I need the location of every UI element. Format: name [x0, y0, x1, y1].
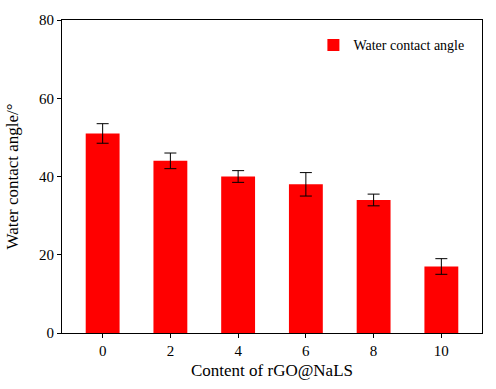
svg-text:80: 80: [39, 12, 54, 28]
svg-text:8: 8: [370, 343, 378, 359]
svg-text:60: 60: [39, 91, 54, 107]
svg-text:20: 20: [39, 247, 54, 263]
svg-text:6: 6: [302, 343, 310, 359]
svg-text:0: 0: [47, 325, 55, 341]
svg-text:40: 40: [39, 169, 54, 185]
svg-text:2: 2: [167, 343, 175, 359]
svg-text:Water contact angle/°: Water contact angle/°: [3, 103, 22, 249]
svg-text:Content of rGO@NaLS: Content of rGO@NaLS: [191, 361, 353, 380]
svg-text:Water contact angle: Water contact angle: [353, 38, 464, 53]
svg-text:10: 10: [434, 343, 449, 359]
svg-text:4: 4: [234, 343, 242, 359]
svg-text:0: 0: [99, 343, 107, 359]
